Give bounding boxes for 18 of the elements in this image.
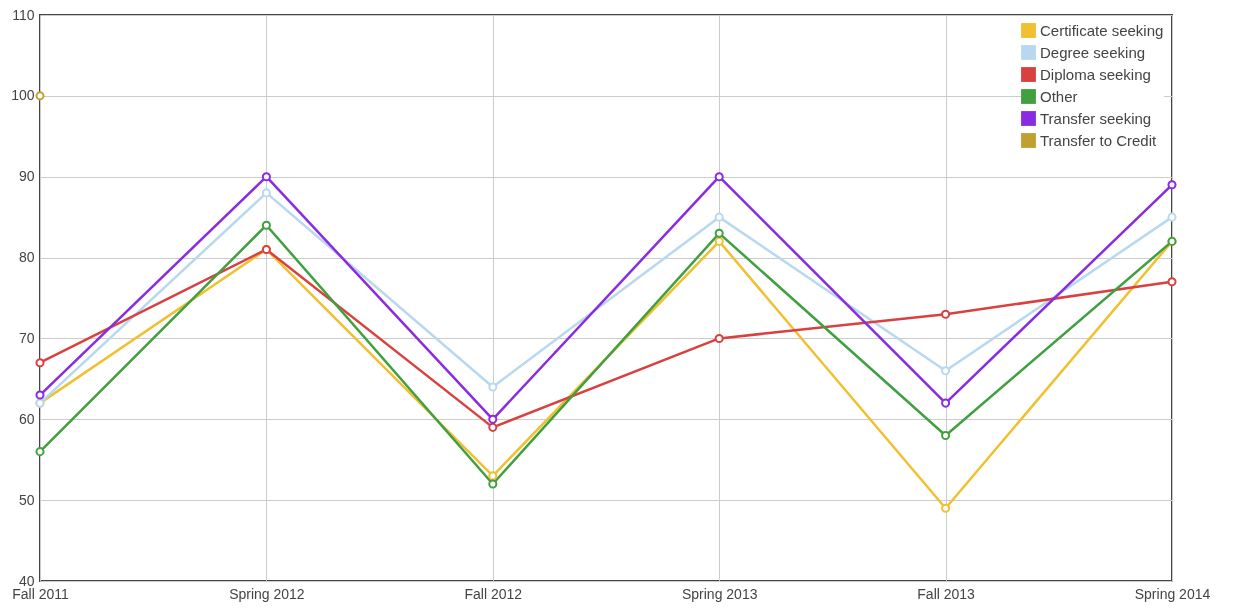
y-tick-label: 70	[18, 329, 35, 346]
legend-label: Other	[1040, 87, 1078, 105]
y-tick-label: 80	[18, 249, 35, 266]
x-tick-label: Fall 2013	[917, 585, 976, 602]
x-tick-label: Fall 2012	[464, 585, 523, 602]
x-tick-label: Spring 2012	[229, 585, 305, 602]
y-tick-label: 60	[18, 410, 35, 427]
legend-label: Transfer seeking	[1040, 109, 1152, 127]
y-tick-label: 100	[11, 87, 35, 104]
y-tick-label: 50	[18, 491, 35, 508]
y-tick-label: 110	[12, 6, 35, 23]
x-tick-label: Spring 2013	[681, 585, 758, 602]
legend-label: Diploma seeking	[1040, 65, 1151, 83]
legend-label: Certificate seeking	[1040, 21, 1164, 39]
legend-label: Degree seeking	[1040, 43, 1146, 61]
legend-label: Transfer to Credit	[1040, 131, 1157, 149]
x-tick-label: Spring 2014	[1134, 585, 1211, 602]
y-tick-label: 90	[18, 168, 35, 185]
